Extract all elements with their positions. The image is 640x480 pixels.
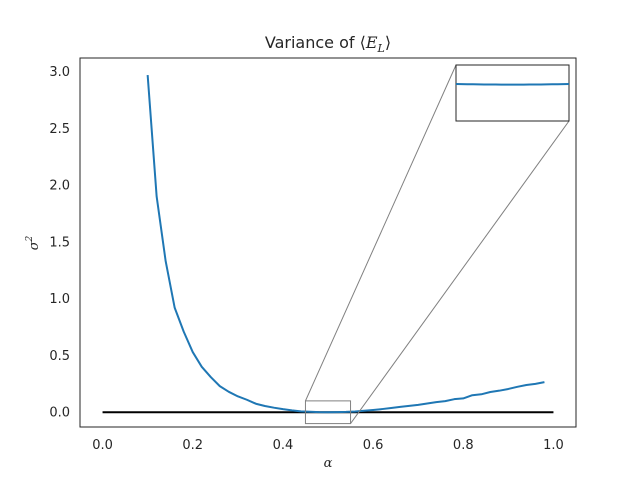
x-tick-label: 0.0 bbox=[92, 438, 113, 453]
y-tick-label: 2.5 bbox=[49, 122, 70, 137]
y-tick-label: 3.0 bbox=[49, 65, 70, 80]
plot-area bbox=[102, 74, 554, 425]
y-tick-label: 1.5 bbox=[49, 235, 70, 250]
series-line bbox=[146, 74, 545, 414]
inset-axes-frame bbox=[455, 64, 570, 122]
x-axis-label: α bbox=[324, 456, 333, 471]
x-tick-label: 0.6 bbox=[363, 438, 384, 453]
axes-frame bbox=[79, 57, 577, 428]
y-tick-label: 0.5 bbox=[49, 349, 70, 364]
y-tick-label: 2.0 bbox=[49, 179, 70, 194]
inset-area bbox=[304, 64, 570, 424]
y-tick-label: 1.0 bbox=[49, 292, 70, 307]
x-tick-label: 1.0 bbox=[543, 438, 564, 453]
x-tick-label: 0.4 bbox=[273, 438, 294, 453]
inset-connector-line bbox=[350, 120, 570, 424]
y-tick-labels: 0.0 0.5 1.0 1.5 2.0 2.5 3.0 bbox=[49, 65, 70, 421]
inset-connector-line bbox=[304, 64, 457, 402]
y-axis-label: σ2 bbox=[25, 235, 42, 250]
x-tick-label: 0.8 bbox=[453, 438, 474, 453]
inset-series-line bbox=[455, 82, 570, 86]
x-tick-labels: 0.0 0.2 0.4 0.6 0.8 1.0 bbox=[92, 438, 564, 453]
x-tick-label: 0.2 bbox=[182, 438, 203, 453]
chart-title: Variance of ⟨EL⟩ bbox=[265, 33, 391, 55]
y-tick-label: 0.0 bbox=[49, 406, 70, 421]
zoom-region-box bbox=[304, 400, 352, 425]
